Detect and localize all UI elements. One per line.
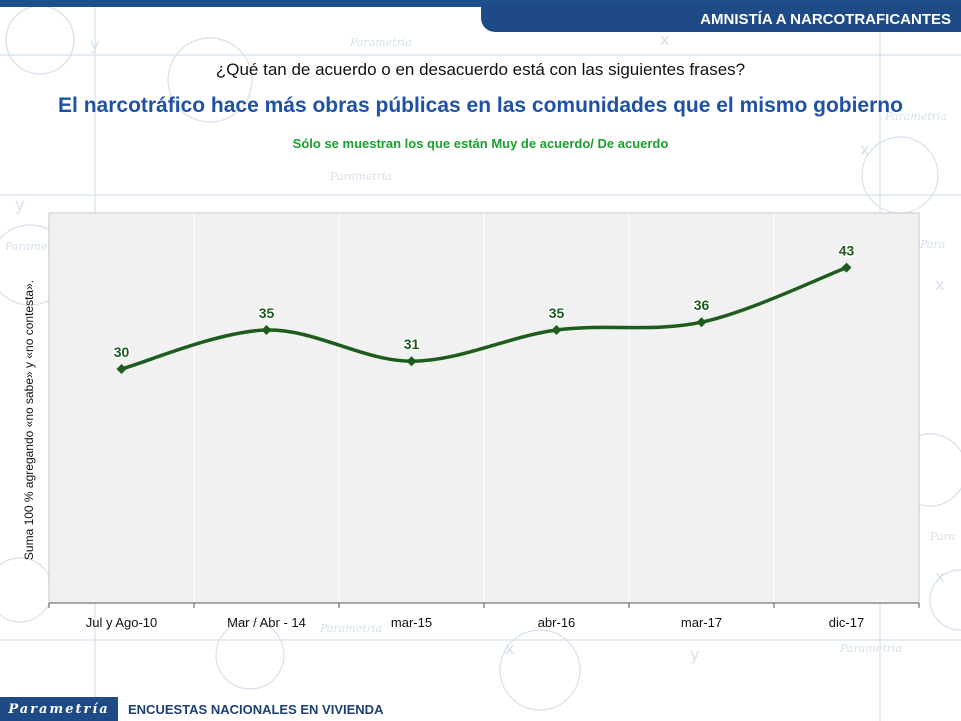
filter-note: Sólo se muestran los que están Muy de ac… — [292, 136, 669, 151]
x-tick-label: mar-17 — [681, 615, 722, 630]
statement-title: El narcotráfico hace más obras públicas … — [58, 94, 903, 117]
data-label: 30 — [114, 344, 130, 360]
svg-text:x: x — [660, 30, 669, 49]
banner-title: AMNISTÍA A NARCOTRAFICANTES — [700, 10, 951, 28]
svg-text:x: x — [935, 275, 944, 294]
data-point — [261, 325, 272, 335]
survey-question: ¿Qué tan de acuerdo o en desacuerdo está… — [215, 60, 746, 79]
data-point — [841, 262, 852, 273]
data-point — [406, 356, 417, 367]
data-point — [116, 364, 127, 374]
x-axis: Jul y Ago-10 Mar / Abr - 14 mar-15 abr-16 ma… — [48, 213, 920, 630]
data-point — [551, 325, 562, 335]
svg-text:Parametria: Parametria — [839, 642, 902, 655]
data-label: 35 — [549, 305, 565, 321]
footer-label: ENCUESTAS NACIONALES EN VIVIENDA — [128, 702, 384, 717]
svg-text:y: y — [690, 645, 699, 664]
top-strip — [0, 0, 961, 7]
svg-text:Parametria: Parametria — [884, 110, 947, 123]
svg-text:x: x — [935, 567, 944, 586]
svg-text:x: x — [860, 140, 869, 159]
svg-text:x: x — [505, 639, 514, 658]
x-tick-label: mar-15 — [391, 615, 432, 630]
svg-text:y: y — [15, 195, 24, 214]
footer: Parametría ENCUESTAS NACIONALES EN VIVIE… — [0, 697, 961, 721]
x-tick-label: abr-16 — [538, 615, 576, 630]
footer-logo: Parametría — [0, 697, 118, 721]
data-point — [696, 317, 707, 328]
data-label: 31 — [404, 336, 420, 352]
data-label: 35 — [259, 305, 275, 321]
svg-text:Para: Para — [919, 238, 945, 251]
x-tick-label: Mar / Abr - 14 — [227, 615, 306, 630]
svg-text:Parametria: Parametria — [329, 170, 392, 183]
svg-text:y: y — [90, 35, 99, 54]
data-label: 43 — [839, 243, 855, 259]
x-tick-label: dic-17 — [829, 615, 864, 630]
series-layer: 30 35 31 35 36 43 — [112, 241, 856, 374]
x-tick-label: Jul y Ago-10 — [86, 615, 158, 630]
data-label: 36 — [694, 297, 710, 313]
section-banner: AMNISTÍA A NARCOTRAFICANTES — [481, 6, 961, 32]
svg-text:Parametria: Parametria — [319, 622, 382, 635]
svg-text:Para: Para — [929, 530, 955, 543]
svg-text:Parametria: Parametria — [349, 36, 412, 49]
series-line — [119, 265, 849, 371]
svg-text:y: y — [690, 57, 699, 76]
